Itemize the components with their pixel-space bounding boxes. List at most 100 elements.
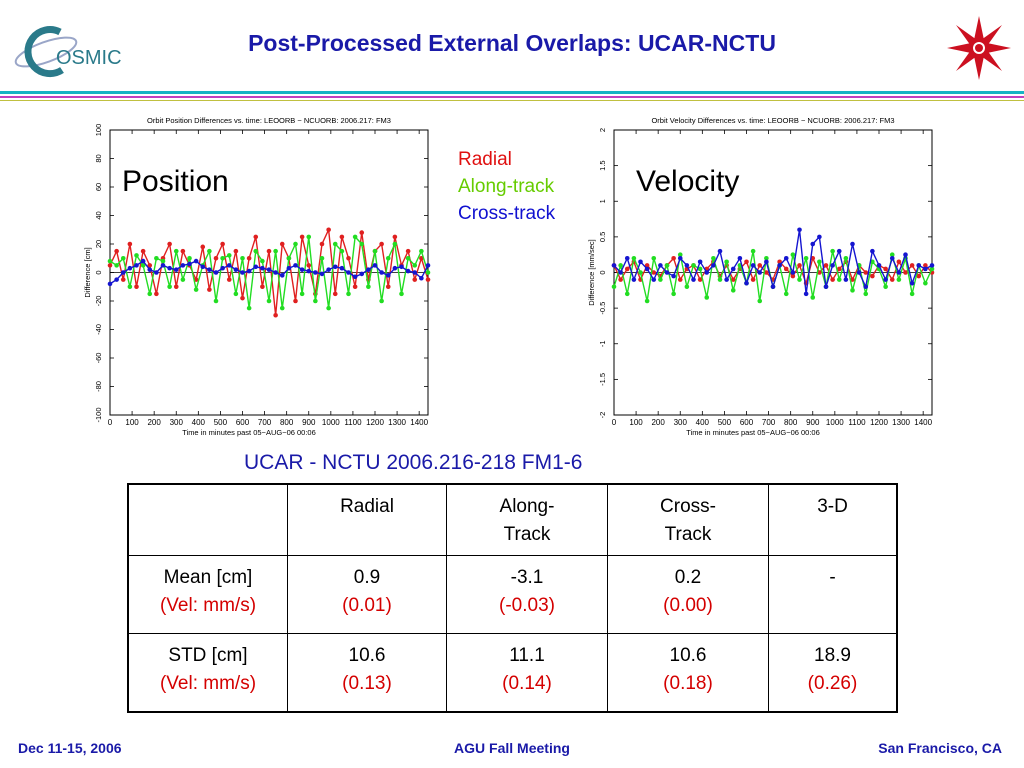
velocity-chart: Orbit Velocity Differences vs. time: LEO… [584, 112, 944, 442]
data-point [671, 255, 676, 261]
data-point [207, 248, 212, 254]
data-point [783, 255, 789, 261]
series-cross-track [107, 258, 431, 287]
data-point [332, 241, 338, 247]
cosmic-logo: OSMIC [8, 18, 138, 80]
row-sublabel: (Vel: mm/s) [159, 673, 257, 694]
data-point [624, 255, 630, 261]
data-point [797, 263, 802, 268]
data-point [923, 280, 928, 286]
data-point [379, 241, 384, 247]
data-point [180, 263, 186, 268]
y-tick-label: 80 [94, 154, 103, 162]
y-tick-label: 20 [94, 240, 103, 248]
y-tick-label: 1 [598, 199, 607, 203]
data-point [923, 263, 928, 268]
data-point [134, 253, 139, 258]
data-point [903, 270, 908, 275]
y-tick-label: 100 [94, 124, 103, 137]
data-point [883, 284, 888, 290]
data-point [240, 295, 245, 301]
data-point [286, 255, 292, 261]
y-tick-label: 1.5 [598, 160, 607, 170]
data-point [147, 291, 153, 297]
data-point [823, 284, 829, 290]
data-point [160, 258, 166, 264]
data-point [385, 255, 391, 261]
data-point [346, 291, 351, 297]
table-cell: 18.9 (0.26) [768, 633, 898, 712]
legend-along-track: Along-track [458, 176, 555, 197]
data-point [870, 248, 875, 254]
data-point [850, 277, 855, 282]
data-point [127, 284, 133, 290]
data-point [664, 263, 670, 268]
header-rule-magenta [0, 96, 1024, 98]
data-point [233, 248, 239, 254]
data-point [253, 234, 259, 240]
data-point [154, 255, 159, 261]
data-point [916, 263, 922, 268]
data-point [711, 263, 716, 268]
data-point [405, 255, 411, 261]
data-point [306, 263, 312, 268]
header-rule-olive [0, 100, 1024, 101]
table-cell: -3.1 (-0.03) [446, 555, 608, 634]
data-point [226, 263, 232, 268]
data-point [193, 258, 199, 264]
data-point [107, 281, 113, 287]
data-point [684, 284, 690, 290]
data-point [631, 255, 637, 261]
data-point [167, 284, 172, 290]
x-tick-label: 400 [192, 418, 206, 427]
data-point [293, 241, 298, 247]
cell-subvalue: (0.00) [663, 595, 713, 616]
y-tick-label: 2 [598, 128, 607, 132]
data-point [750, 277, 756, 282]
data-point [419, 248, 424, 254]
data-point [797, 227, 802, 233]
y-tick-label: -1.5 [598, 373, 607, 386]
logo-text: OSMIC [56, 47, 122, 69]
data-point [777, 263, 782, 268]
data-point [213, 270, 219, 275]
x-tick-label: 200 [147, 418, 161, 427]
data-point [783, 291, 789, 297]
data-point [783, 266, 789, 272]
data-point [744, 259, 749, 265]
cell-value: 10.6 [348, 645, 386, 666]
data-point [671, 291, 676, 297]
data-point [332, 264, 338, 270]
data-point [724, 277, 729, 282]
data-point [677, 277, 683, 282]
y-tick-label: -2 [598, 412, 607, 419]
data-point [200, 264, 206, 270]
data-point [737, 255, 743, 261]
y-tick-label: -40 [94, 324, 103, 335]
data-point [717, 248, 723, 254]
data-point [120, 270, 126, 275]
data-point [392, 234, 398, 240]
data-point [359, 241, 365, 247]
data-point [253, 248, 259, 254]
data-point [889, 277, 895, 282]
data-point [273, 270, 278, 275]
data-point [306, 268, 312, 274]
data-point [319, 255, 325, 261]
data-point [757, 270, 763, 275]
row-label-cell: STD [cm] (Vel: mm/s) [127, 633, 288, 712]
statistics-table: Radial Along- Track Cross- Track 3-D Mea… [127, 483, 898, 713]
data-point [425, 277, 431, 282]
x-tick-label: 300 [170, 418, 184, 427]
data-point [319, 241, 325, 247]
data-point [764, 270, 769, 275]
x-tick-label: 1000 [826, 418, 844, 427]
header-3d: 3-D [768, 483, 898, 556]
data-point [346, 270, 351, 275]
data-point [114, 263, 119, 268]
data-point [180, 277, 186, 282]
chart-title: Orbit Velocity Differences vs. time: LEO… [651, 116, 894, 125]
header-cell-empty [127, 483, 288, 556]
data-point [154, 270, 159, 275]
row-sublabel: (Vel: mm/s) [159, 595, 257, 616]
